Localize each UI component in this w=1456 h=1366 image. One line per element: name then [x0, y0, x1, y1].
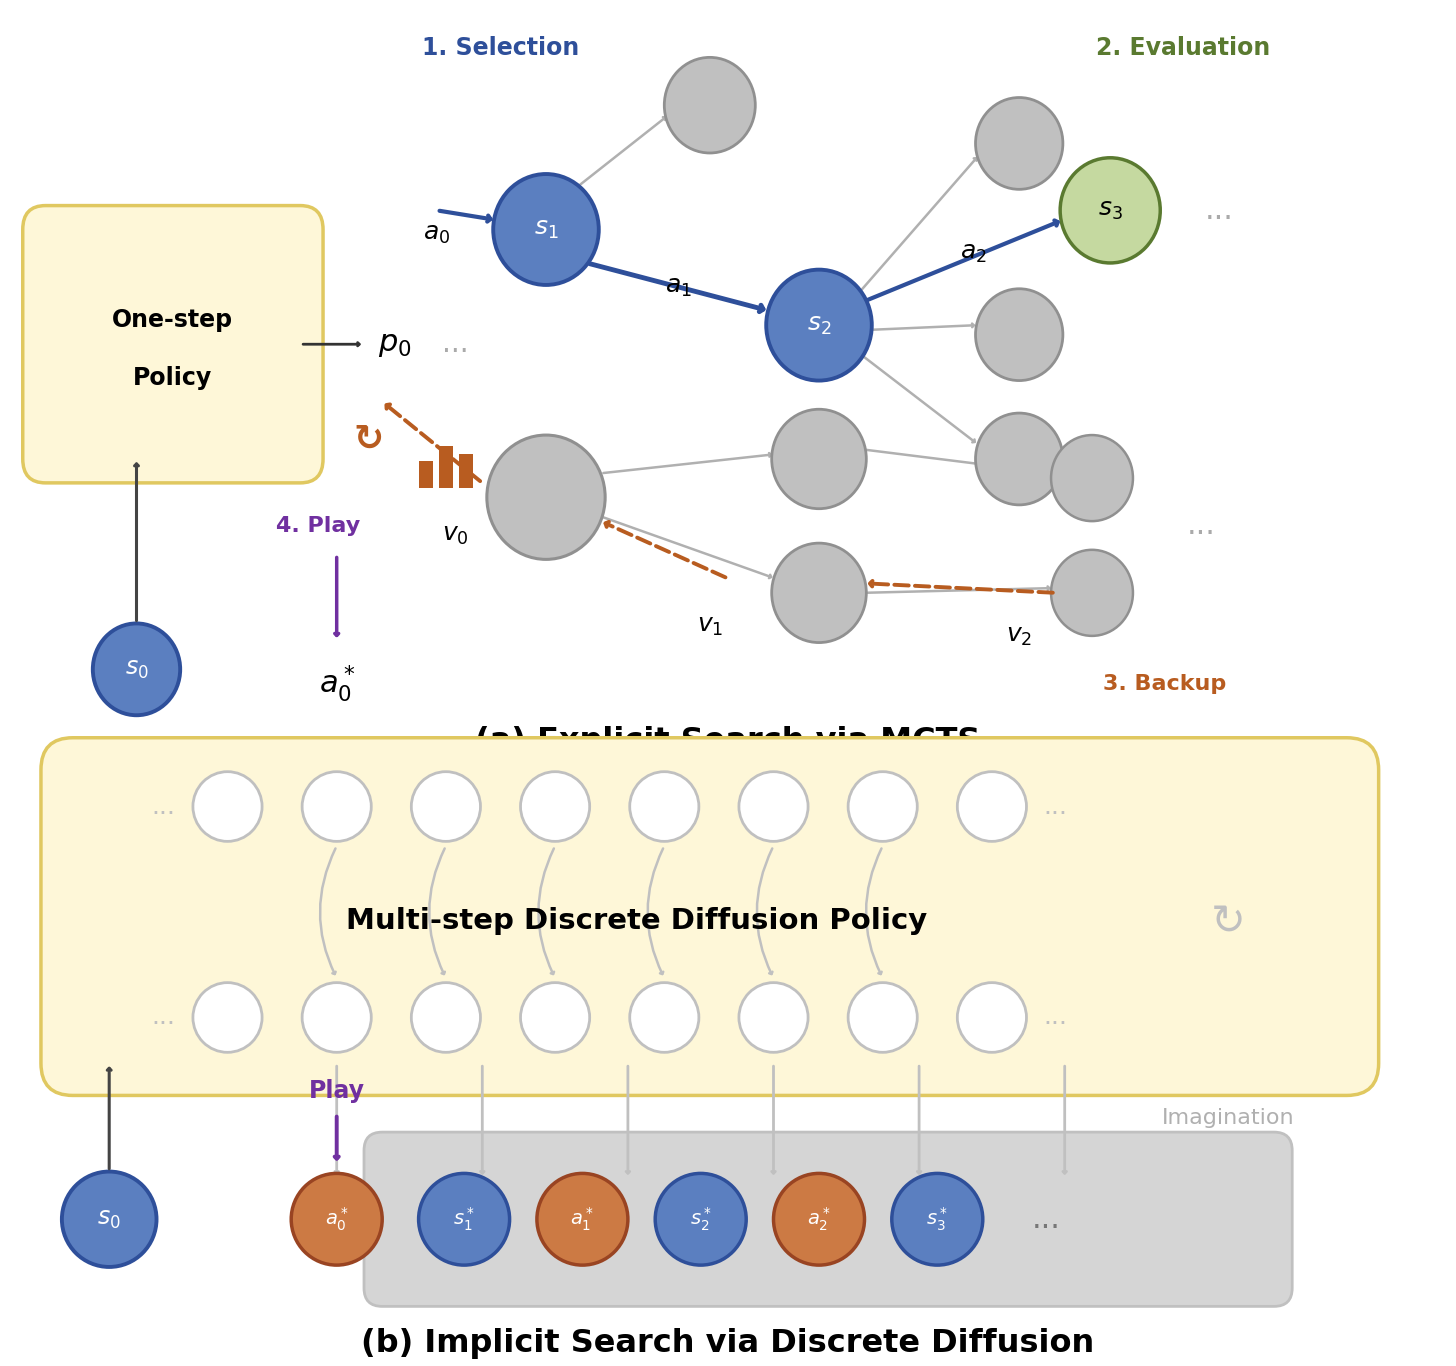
Circle shape: [773, 1173, 865, 1265]
Circle shape: [976, 97, 1063, 190]
Text: ...: ...: [151, 1005, 176, 1030]
Text: $s_2^*$: $s_2^*$: [690, 1206, 712, 1233]
Text: $s_3$: $s_3$: [1098, 198, 1123, 223]
Circle shape: [303, 772, 371, 841]
Circle shape: [655, 1173, 747, 1265]
Circle shape: [521, 772, 590, 841]
Circle shape: [629, 982, 699, 1052]
FancyBboxPatch shape: [23, 206, 323, 484]
Circle shape: [419, 1173, 510, 1265]
Text: $a_2^*$: $a_2^*$: [807, 1206, 831, 1233]
Circle shape: [194, 982, 262, 1052]
Text: Imagination: Imagination: [1162, 1108, 1294, 1128]
Text: 2. Evaluation: 2. Evaluation: [1096, 36, 1270, 60]
Text: $s_0$: $s_0$: [125, 657, 149, 682]
Circle shape: [291, 1173, 381, 1265]
Circle shape: [976, 288, 1063, 381]
Circle shape: [61, 1172, 157, 1266]
Text: Policy: Policy: [134, 366, 213, 389]
Text: ...: ...: [1032, 1205, 1061, 1233]
Text: Play: Play: [309, 1079, 364, 1102]
Bar: [438, 445, 453, 488]
Circle shape: [976, 413, 1063, 505]
Circle shape: [1060, 158, 1160, 262]
Circle shape: [958, 982, 1026, 1052]
Text: ...: ...: [1187, 511, 1216, 541]
Text: $a_0^*$: $a_0^*$: [319, 663, 355, 705]
Text: $a_0^*$: $a_0^*$: [325, 1206, 348, 1233]
Circle shape: [664, 57, 756, 153]
Circle shape: [303, 982, 371, 1052]
Circle shape: [93, 623, 181, 716]
Text: Multi-step Discrete Diffusion Policy: Multi-step Discrete Diffusion Policy: [347, 907, 927, 936]
Text: One-step: One-step: [112, 309, 233, 332]
Circle shape: [772, 544, 866, 642]
FancyBboxPatch shape: [364, 1132, 1293, 1306]
Text: $a_1$: $a_1$: [664, 275, 692, 299]
Text: $s_1^*$: $s_1^*$: [453, 1206, 475, 1233]
Text: ...: ...: [151, 795, 176, 818]
Text: ...: ...: [441, 331, 469, 358]
FancyBboxPatch shape: [41, 738, 1379, 1096]
Text: $a_0$: $a_0$: [424, 223, 450, 246]
Circle shape: [412, 982, 480, 1052]
Circle shape: [740, 982, 808, 1052]
Circle shape: [412, 772, 480, 841]
Text: $s_1$: $s_1$: [534, 217, 558, 242]
Circle shape: [772, 410, 866, 508]
Circle shape: [740, 772, 808, 841]
Circle shape: [766, 269, 872, 381]
Circle shape: [1051, 549, 1133, 637]
Text: ↻: ↻: [1211, 900, 1246, 943]
Text: $a_1^*$: $a_1^*$: [571, 1206, 594, 1233]
Text: $s_3^*$: $s_3^*$: [926, 1206, 948, 1233]
Circle shape: [194, 772, 262, 841]
Text: $v_1$: $v_1$: [696, 615, 724, 638]
Text: ...: ...: [1206, 195, 1233, 225]
Circle shape: [958, 772, 1026, 841]
Text: $p_0$: $p_0$: [377, 329, 411, 359]
Circle shape: [537, 1173, 628, 1265]
Circle shape: [629, 772, 699, 841]
Circle shape: [891, 1173, 983, 1265]
Text: $s_2$: $s_2$: [807, 313, 831, 337]
Circle shape: [486, 434, 606, 560]
Text: ...: ...: [1044, 795, 1067, 818]
Bar: [419, 460, 434, 488]
Text: (b) Implicit Search via Discrete Diffusion: (b) Implicit Search via Discrete Diffusi…: [361, 1328, 1095, 1359]
Text: 4. Play: 4. Play: [277, 516, 361, 535]
Text: $v_0$: $v_0$: [441, 523, 469, 548]
Text: 3. Backup: 3. Backup: [1104, 673, 1226, 694]
Circle shape: [847, 772, 917, 841]
Text: (a) Explicit Search via MCTS: (a) Explicit Search via MCTS: [475, 725, 981, 757]
Circle shape: [1051, 434, 1133, 520]
Text: $s_0$: $s_0$: [98, 1208, 121, 1231]
Bar: [459, 454, 473, 488]
Text: $v_2$: $v_2$: [1006, 624, 1032, 647]
Circle shape: [494, 173, 598, 285]
Text: ↻: ↻: [354, 423, 384, 456]
Circle shape: [847, 982, 917, 1052]
Circle shape: [521, 982, 590, 1052]
Text: ...: ...: [1044, 1005, 1067, 1030]
Text: $a_2$: $a_2$: [961, 242, 987, 265]
Text: 1. Selection: 1. Selection: [422, 36, 579, 60]
